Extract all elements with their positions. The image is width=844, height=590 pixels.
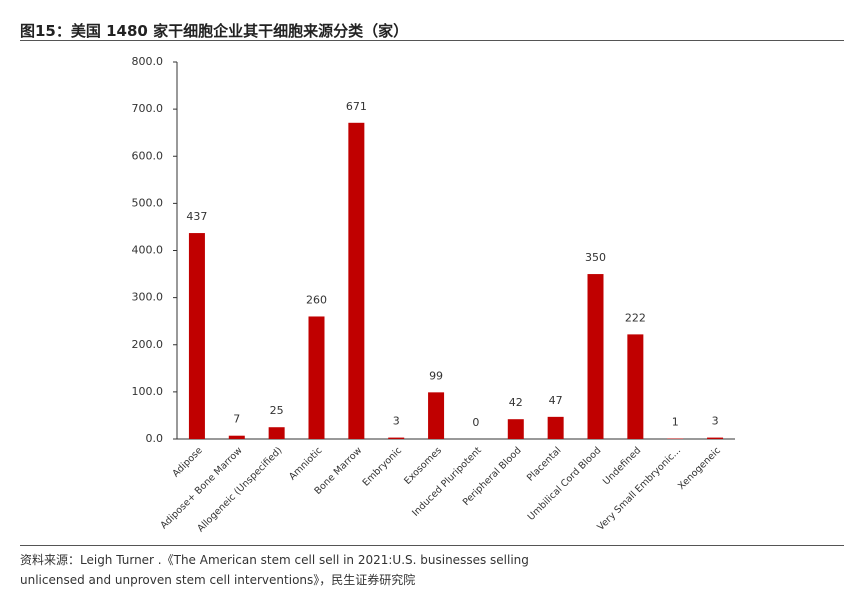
bar	[229, 436, 245, 439]
bar	[627, 334, 643, 439]
x-tick-label: Amniotic	[287, 445, 324, 482]
bar	[428, 392, 444, 439]
bar	[309, 316, 325, 439]
bar	[348, 123, 364, 439]
data-label: 260	[306, 293, 327, 306]
x-tick-label: Undefined	[601, 445, 643, 487]
y-tick-label: 500.0	[132, 196, 164, 209]
data-label: 7	[233, 413, 240, 426]
data-label: 3	[393, 415, 400, 428]
x-tick-label: Adipose	[170, 445, 205, 480]
data-label: 350	[585, 251, 606, 264]
x-tick-label: Embryonic	[361, 445, 404, 488]
bar	[189, 233, 205, 439]
y-tick-label: 0.0	[146, 432, 164, 445]
y-tick-label: 100.0	[132, 385, 164, 398]
x-tick-label: Placental	[525, 445, 564, 484]
data-label: 222	[625, 311, 646, 324]
data-label: 25	[270, 404, 284, 417]
bar	[269, 427, 285, 439]
y-tick-label: 600.0	[132, 149, 164, 162]
y-tick-label: 800.0	[132, 55, 164, 68]
bar	[508, 419, 524, 439]
bar	[548, 417, 564, 439]
y-tick-label: 700.0	[132, 102, 164, 115]
bar	[588, 274, 604, 439]
bar	[707, 438, 723, 439]
x-tick-label: Induced Pluripotent	[410, 445, 484, 519]
data-label: 437	[186, 210, 207, 223]
data-label: 47	[549, 394, 563, 407]
source-note: 资料来源：Leigh Turner .《The American stem ce…	[20, 550, 580, 590]
x-tick-label: Adipose+ Bone Marrow	[158, 445, 244, 531]
data-label: 671	[346, 100, 367, 113]
bar	[388, 438, 404, 439]
data-label: 3	[712, 415, 719, 428]
chart: 0.0 100.0 200.0 300.0 400.0 500.0 600.0 700.0 80…	[0, 0, 844, 545]
source-rule	[20, 545, 844, 546]
y-tick-label: 300.0	[132, 291, 164, 304]
data-label: 42	[509, 396, 523, 409]
data-label: 99	[429, 369, 443, 382]
y-tick-label: 400.0	[132, 244, 164, 257]
x-tick-label: Xenogeneic	[676, 445, 723, 492]
y-tick-label: 200.0	[132, 338, 164, 351]
data-label: 0	[472, 416, 479, 429]
x-tick-label: Allogeneic (Unspecified)	[195, 445, 284, 534]
data-label: 1	[672, 416, 679, 429]
x-tick-label: Very Small Embryonic...	[595, 445, 683, 533]
x-tick-label: Exosomes	[402, 445, 444, 487]
x-tick-label: Umbilical Cord Blood	[526, 445, 604, 523]
